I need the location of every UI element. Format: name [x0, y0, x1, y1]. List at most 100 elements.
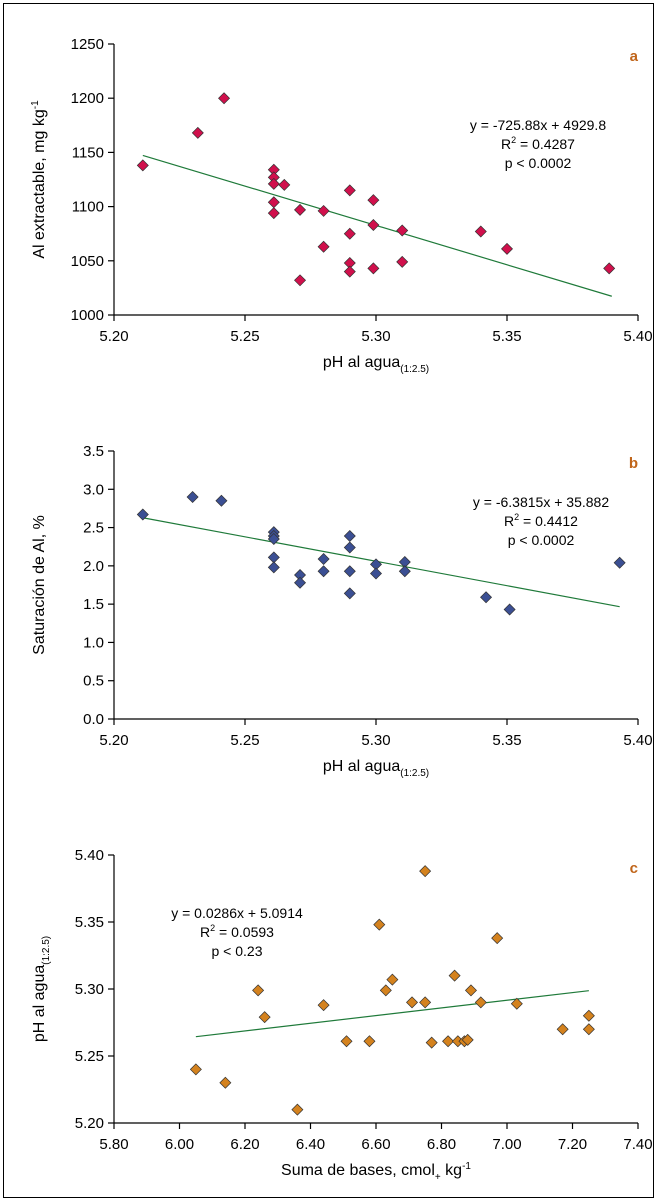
data-point: [386, 973, 399, 986]
y-tick-label: 1100: [72, 199, 104, 216]
x-axis-title-main: pH al agua: [323, 354, 400, 371]
y-tick-label: 0.5: [83, 673, 104, 690]
data-point: [379, 984, 392, 997]
data-point: [267, 207, 280, 220]
data-point: [215, 494, 228, 507]
data-point: [556, 1023, 569, 1036]
y-tick-label: 3.0: [83, 481, 104, 498]
data-point: [425, 1036, 438, 1049]
data-point: [317, 240, 330, 253]
x-axis-title: pH al agua(1:2.5): [323, 758, 429, 779]
x-tick-label: 5.30: [361, 732, 390, 749]
data-point: [267, 561, 280, 574]
x-axis-title-sub: (1:2.5): [400, 768, 429, 779]
x-tick-label: 5.35: [492, 732, 521, 749]
data-point: [501, 242, 513, 255]
data-point: [278, 178, 291, 191]
data-point: [396, 255, 409, 268]
chart-panel-a: 1000 1050 1100 1150 1200 1250 5.20 5.25 5.30 5.35…: [30, 36, 653, 375]
data-point: [186, 490, 199, 503]
y-axis-title-sub: (1:2.5): [41, 936, 52, 965]
data-point: [136, 508, 149, 521]
panel-label: a: [630, 48, 639, 65]
data-point: [510, 997, 523, 1010]
data-point: [363, 1035, 376, 1048]
data-point: [603, 262, 616, 275]
data-point: [370, 567, 382, 580]
x-tick-label: 5.20: [99, 732, 128, 749]
data-point: [343, 529, 356, 542]
r-squared-sup: 2: [511, 135, 516, 145]
figure-frame: 1000 1050 1100 1150 1200 1250 5.20 5.25 5.30 5.35…: [3, 3, 654, 1198]
data-point: [317, 552, 330, 565]
data-point: [343, 227, 356, 240]
data-point: [613, 556, 626, 569]
y-tick-label: 1250: [71, 36, 104, 53]
y-tick-label: 5.40: [75, 847, 104, 864]
p-value-text: p < 0.0002: [508, 532, 575, 548]
r-squared-text: R2 = 0.4412: [504, 512, 578, 529]
panel-label: b: [629, 455, 638, 472]
x-axis-title-main: pH al agua: [323, 758, 400, 775]
chart-panel-c: 5.20 5.25 5.30 5.35 5.40 5.80 6.00 6.20 6.40 6.60…: [31, 847, 653, 1183]
x-tick-label: 6.20: [230, 1136, 259, 1153]
data-point: [317, 565, 330, 578]
data-point: [189, 1063, 202, 1076]
data-point: [367, 194, 380, 207]
r-squared-value: = 0.0593: [215, 924, 274, 940]
x-tick-label: 7.40: [623, 1136, 652, 1153]
data-point: [474, 996, 487, 1009]
x-axis-title-main: Suma de bases, cmol: [281, 1162, 435, 1179]
y-tick-label: 5.30: [75, 981, 104, 998]
r-squared-text: R2 = 0.4287: [501, 135, 575, 152]
data-point: [267, 196, 280, 209]
r-squared-sup: 2: [514, 512, 519, 522]
x-tick-label: 5.25: [230, 328, 259, 345]
x-tick-label: 6.40: [296, 1136, 325, 1153]
data-point: [419, 996, 432, 1009]
y-axis-title-main: Saturación de Al, %: [31, 515, 48, 655]
data-point: [419, 865, 432, 878]
y-axis-title: pH al agua(1:2.5): [31, 936, 52, 1042]
x-tick-label: 7.00: [492, 1136, 521, 1153]
r-squared-label: R: [504, 513, 514, 529]
y-tick-label: 2.5: [83, 520, 104, 537]
p-value-text: p < 0.23: [212, 943, 263, 959]
x-tick-label: 6.00: [165, 1136, 194, 1153]
p-value-text: p < 0.0002: [505, 155, 572, 171]
data-point: [582, 1009, 595, 1022]
figure-svg: 1000 1050 1100 1150 1200 1250 5.20 5.25 5.30 5.35…: [30, 36, 653, 1183]
y-tick-label: 2.0: [83, 558, 104, 575]
y-tick-label: 1.5: [83, 596, 104, 613]
x-axis-title-tail: kg: [441, 1162, 462, 1179]
y-tick-label: 1200: [71, 90, 104, 107]
x-tick-label: 6.60: [361, 1136, 390, 1153]
y-axis-title: Al extractable, mg kg-1: [30, 100, 48, 259]
x-axis-title-sub: (1:2.5): [400, 364, 429, 375]
data-point: [294, 576, 307, 589]
data-point: [219, 1076, 232, 1089]
r-squared-label: R: [501, 136, 511, 152]
x-tick-label: 5.25: [230, 732, 259, 749]
trend-line: [195, 990, 589, 1038]
data-point: [267, 551, 280, 564]
data-point: [367, 262, 380, 275]
x-axis-title-sub: +: [435, 1172, 441, 1183]
data-point: [448, 969, 461, 982]
panel-label: c: [630, 860, 638, 877]
y-tick-label: 5.35: [75, 914, 104, 931]
data-point: [582, 1023, 595, 1036]
equation-text: y = -6.3815x + 35.882: [473, 494, 609, 510]
data-point: [267, 177, 280, 190]
data-point: [317, 204, 330, 217]
data-point: [317, 999, 330, 1012]
data-point: [258, 1011, 271, 1024]
trend-line: [142, 517, 620, 608]
r-squared-value: = 0.4412: [519, 513, 578, 529]
x-tick-label: 5.20: [99, 328, 128, 345]
data-point: [464, 984, 477, 997]
r-squared-text: R2 = 0.0593: [200, 923, 274, 940]
data-point: [442, 1035, 455, 1048]
y-axis-title: Saturación de Al, %: [31, 515, 48, 655]
y-axis-title-sup: -1: [30, 100, 41, 109]
